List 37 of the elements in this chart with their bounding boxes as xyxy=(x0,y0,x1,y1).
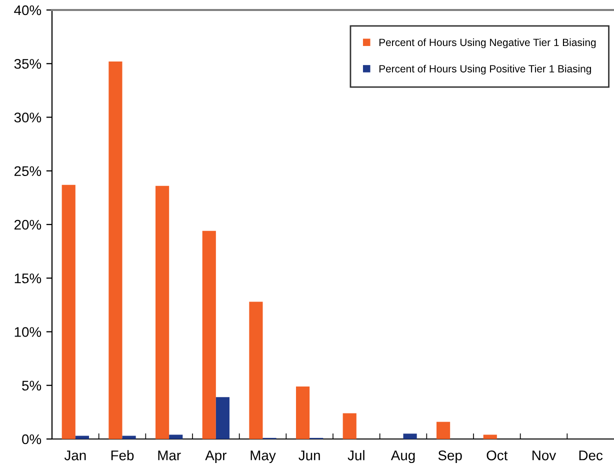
bar xyxy=(169,434,183,439)
x-tick-label: Sep xyxy=(438,450,462,464)
x-tick-label: Mar xyxy=(158,450,181,460)
y-tick-label: 35% xyxy=(14,58,42,69)
y-tick-label: 10% xyxy=(14,327,42,337)
y-tick-label: 30% xyxy=(14,112,42,122)
y-tick-label: 0% xyxy=(22,434,42,444)
bar xyxy=(202,230,216,439)
bar xyxy=(403,434,417,439)
y-tick-label: 15% xyxy=(14,274,42,284)
x-tick-label: Feb xyxy=(111,450,134,460)
x-tick-label: Apr xyxy=(205,450,226,464)
x-tick-label: Nov xyxy=(532,450,556,460)
x-tick-label: Jan xyxy=(64,450,86,460)
x-tick-label: Aug xyxy=(390,450,415,464)
x-tick-label: Jun xyxy=(298,450,320,460)
bar xyxy=(216,397,230,439)
bar xyxy=(156,186,170,439)
bar xyxy=(249,302,263,439)
bar xyxy=(62,184,76,439)
legend-label: Percent of Hours Using Negative Tier 1 Biasing xyxy=(379,38,596,48)
y-tick-label: 40% xyxy=(14,5,42,16)
bar xyxy=(122,436,136,439)
bar xyxy=(75,436,89,439)
legend-label: Percent of Hours Using Positive Tier 1 Biasing xyxy=(379,64,591,75)
x-tick-label: May xyxy=(250,450,276,464)
y-tick-label: 5% xyxy=(22,380,42,391)
bar xyxy=(436,422,450,439)
x-tick-label: Dec xyxy=(579,450,603,460)
bar xyxy=(483,434,497,439)
bar xyxy=(296,386,310,439)
x-tick-label: Oct xyxy=(486,450,508,460)
y-tick-label: 20% xyxy=(14,220,42,230)
bar xyxy=(108,61,122,439)
y-tick-label: 25% xyxy=(14,166,42,176)
x-tick-label: Jul xyxy=(348,450,364,460)
bar xyxy=(342,413,356,439)
